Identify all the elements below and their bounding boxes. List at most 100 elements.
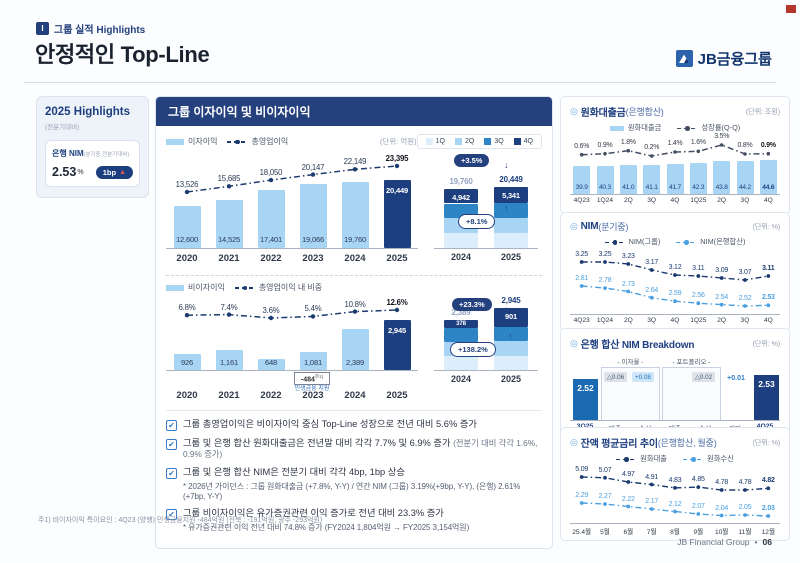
bar bbox=[759, 160, 777, 194]
bar-value: 44.6 bbox=[762, 184, 775, 191]
up-arrow-icon: ▲ bbox=[119, 168, 126, 176]
noninterest-income-quarterly-chart: 378 2,389 901 2,945 2024 2025 +23.3% ↓ +138.2% ↑ bbox=[430, 296, 542, 404]
bar-swatch bbox=[166, 284, 184, 291]
metric-label-main: 은행 NIM bbox=[52, 149, 84, 158]
q4-value: 4,942 bbox=[452, 192, 470, 202]
bullet-item: ✔ 그룹 및 은행 합산 원화대출금은 전년말 대비 각각 7.7% 및 6.9… bbox=[166, 438, 542, 461]
line-value: 0.6% bbox=[574, 142, 590, 150]
quarter-swatch bbox=[484, 138, 492, 145]
end-value: 2.53 bbox=[758, 379, 775, 389]
stack-segment bbox=[494, 327, 528, 342]
legend-label: 원화대출 bbox=[640, 454, 667, 463]
line-value: 1.4% bbox=[667, 140, 683, 147]
x-axis bbox=[570, 523, 780, 524]
x-axis bbox=[570, 194, 780, 195]
total-value: 2,945 bbox=[501, 296, 521, 306]
line-value: 12.6% bbox=[386, 298, 408, 307]
metric-unit: % bbox=[77, 168, 84, 176]
legend-item: 성장률(Q-Q) bbox=[677, 123, 740, 133]
bar-value: 43.8 bbox=[715, 184, 728, 191]
x-label: 3Q bbox=[740, 197, 750, 204]
x-label: 4Q bbox=[670, 317, 680, 324]
group-label-rate: - 이자율 - bbox=[617, 359, 644, 366]
line-value: 2.73 bbox=[621, 280, 635, 288]
noninterest-chart-row: 926 1,161 648 1,081 2,389 2,945 6.8% 7.4% 3.6% 5.… bbox=[166, 296, 542, 404]
total-value: 19,760 bbox=[449, 176, 473, 186]
line-value: 0.9% bbox=[597, 141, 613, 149]
q4-value: 901 bbox=[505, 312, 517, 322]
line-value: 2.59 bbox=[668, 290, 682, 298]
page-number: 06 bbox=[762, 537, 772, 547]
noninterest-income-chart: 926 1,161 648 1,081 2,389 2,945 6.8% 7.4% 3.6% 5.… bbox=[166, 298, 418, 404]
bar bbox=[619, 164, 637, 194]
line-value: 2.17 bbox=[645, 498, 659, 505]
stack-segment bbox=[494, 217, 528, 233]
x-label: 2020 bbox=[176, 253, 198, 264]
panel-unit: (단위: %) bbox=[752, 221, 781, 231]
x-label: 2025 bbox=[386, 390, 408, 401]
bar-value: 41.0 bbox=[622, 184, 635, 191]
bar bbox=[341, 182, 369, 248]
bar-value: 44.2 bbox=[738, 184, 752, 191]
bar bbox=[689, 162, 707, 194]
income-panel: 그룹 이자이익 및 비이자이익 이자이익 총영업이익 (단위: 억원) 1Q 2Q… bbox=[155, 96, 553, 550]
metric-label: 은행 NIM(분기중,전분기대비) bbox=[52, 148, 133, 159]
line-value: 7.4% bbox=[220, 302, 238, 312]
line-series bbox=[579, 260, 771, 308]
legend-item: 4Q bbox=[513, 138, 533, 145]
x-axis bbox=[166, 370, 418, 371]
check-icon: ✔ bbox=[166, 438, 177, 450]
page-footer: JB Financial Group • 06 bbox=[677, 537, 772, 547]
up-arrow-icon: ↑ bbox=[504, 203, 509, 213]
bar bbox=[299, 184, 327, 248]
bar bbox=[215, 350, 243, 370]
quarter-swatch bbox=[454, 138, 462, 145]
trend-line bbox=[184, 307, 400, 321]
x-label: 1Q25 bbox=[690, 317, 707, 324]
legend-item: 총영업이익 bbox=[227, 136, 288, 147]
line-value: 5.09 bbox=[575, 466, 589, 473]
bar-swatch bbox=[166, 138, 184, 145]
legend-noninterest: 비이자이익 총영업이익 내 비중 bbox=[166, 282, 418, 293]
unit-label: (단위: 억원) bbox=[379, 137, 417, 146]
x-label: 7월 bbox=[646, 529, 657, 536]
x-label: 2024 bbox=[344, 390, 366, 401]
line-value: 4.91 bbox=[645, 473, 659, 481]
nim-highlight-card: 은행 NIM(분기중,전분기대비) 2.53 % 1bp ▲ bbox=[45, 140, 140, 187]
nim-chart: 3.25 3.25 3.23 3.17 3.12 3.11 3.09 3.07 3.11 2.81… bbox=[570, 248, 780, 326]
x-label: 2Q bbox=[717, 317, 727, 324]
legend-item: 비이자이익 bbox=[166, 282, 225, 293]
x-label: 4Q bbox=[763, 197, 773, 204]
legend-item: 3Q bbox=[484, 138, 504, 145]
bar bbox=[713, 161, 731, 194]
bar-swatch bbox=[609, 125, 624, 131]
panel-title-note: (분기중) bbox=[598, 222, 629, 232]
x-label: 2023 bbox=[302, 253, 324, 264]
target-icon: ◎ bbox=[570, 338, 578, 348]
bar bbox=[173, 206, 201, 248]
line-value: 18,050 bbox=[259, 168, 283, 178]
legend-row-interest: 이자이익 총영업이익 (단위: 억원) 1Q 2Q 3Q 4Q bbox=[166, 133, 542, 150]
bar-value: 40.3 bbox=[598, 184, 612, 191]
avg-rates-panel: ◎ 잔액 평균금리 추이 (은행합산, 월중) (단위: %) 원화대출 원화수… bbox=[560, 427, 790, 541]
stack-segment bbox=[444, 327, 478, 342]
legend-label: NIM(은행합산) bbox=[700, 237, 746, 246]
legend-item: 1Q bbox=[425, 138, 445, 145]
stack-segment bbox=[494, 355, 528, 370]
legend-item: 총영업이익 내 비중 bbox=[234, 282, 322, 293]
legend-label: 총영업이익 bbox=[251, 137, 289, 146]
x-label: 2022 bbox=[260, 390, 282, 401]
line-value: 1.6% bbox=[690, 139, 706, 147]
x-label: 12월 bbox=[761, 529, 776, 536]
section-kicker: I 그룹 실적 Highlights bbox=[36, 21, 145, 36]
sidebar-subtitle: (전분기대비) bbox=[45, 124, 80, 131]
line-value: 13,526 bbox=[175, 180, 199, 189]
bullet-text: 그룹 총영업이익은 비이자이익 중심 Top-Line 성장으로 전년 대비 5… bbox=[183, 419, 477, 429]
check-icon: ✔ bbox=[166, 420, 177, 431]
x-axis bbox=[166, 248, 418, 249]
x-label: 10월 bbox=[714, 529, 729, 536]
footnote: 주1) 비이자이익 특이요인 : 4Q23 (양행) 민생금융지원 -484억원… bbox=[38, 517, 323, 524]
bullet-item: ✔ 그룹 비이자이익은 유가증권관련 이익 증가로 전년 대비 23.3% 증가… bbox=[166, 508, 542, 533]
nim-panel: ◎ NIM (분기중) (단위: %) NIM(그룹) NIM(은행합산) 3.… bbox=[560, 212, 790, 332]
